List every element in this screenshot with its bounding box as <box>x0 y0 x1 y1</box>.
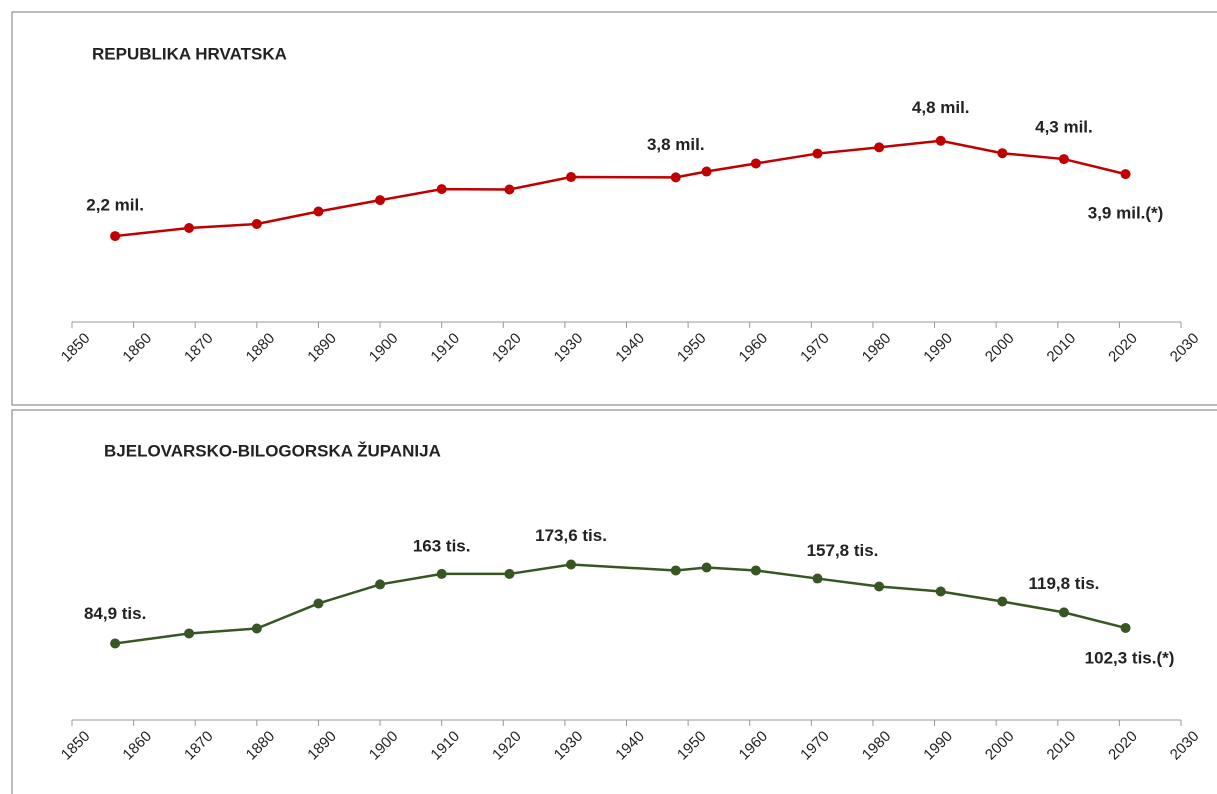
x-tick-label: 1880 <box>243 330 279 366</box>
line <box>114 139 1126 238</box>
data-label: 173,6 tis. <box>535 526 607 545</box>
x-tick-label: 1930 <box>551 330 587 366</box>
x-tick-label: 2000 <box>982 330 1018 366</box>
point <box>313 598 324 609</box>
point <box>701 166 712 177</box>
point <box>750 158 761 169</box>
x-tick-label: 2020 <box>1105 728 1141 764</box>
point <box>935 135 946 146</box>
x-tick-label: 1960 <box>736 728 772 764</box>
x-tick-label: 2030 <box>1167 330 1203 366</box>
data-label: 2,2 mil. <box>86 196 144 215</box>
point <box>251 623 262 634</box>
point <box>436 568 447 579</box>
x-tick-label: 2000 <box>982 728 1018 764</box>
x-tick-label: 1890 <box>304 728 340 764</box>
x-tick-label: 1860 <box>119 330 155 366</box>
point <box>313 206 324 217</box>
point <box>812 573 823 584</box>
x-tick-label: 1950 <box>674 728 710 764</box>
x-tick-label: 1860 <box>119 728 155 764</box>
x-tick-label: 1850 <box>58 728 94 764</box>
chart-title: REPUBLIKA HRVATSKA <box>92 44 287 63</box>
point <box>1120 622 1131 633</box>
x-tick-label: 1980 <box>859 728 895 764</box>
point <box>874 142 885 153</box>
x-tick-label: 1990 <box>920 728 956 764</box>
point <box>1058 154 1069 165</box>
point <box>812 148 823 159</box>
data-label: 102,3 tis.(*) <box>1085 648 1175 667</box>
x-tick-label: 1920 <box>489 330 525 366</box>
point <box>566 559 577 570</box>
point <box>997 596 1008 607</box>
point <box>251 218 262 229</box>
data-label: 119,8 tis. <box>1028 574 1099 593</box>
data-label: 163 tis. <box>413 536 471 555</box>
x-tick-label: 2020 <box>1105 330 1141 366</box>
x-tick-label: 1890 <box>304 330 340 366</box>
data-label: 3,9 mil.(*) <box>1088 204 1164 223</box>
data-label: 4,3 mil. <box>1035 118 1093 137</box>
x-tick-label: 1990 <box>920 330 956 366</box>
x-tick-label: 1870 <box>181 330 217 366</box>
panel-frame <box>11 11 1217 406</box>
point <box>1058 607 1069 618</box>
point <box>184 223 195 233</box>
point <box>110 231 121 242</box>
chart-title: BJELOVARSKO-BILOGORSKA ŽUPANIJA <box>104 441 441 460</box>
x-tick-label: 2010 <box>1044 330 1080 366</box>
x-tick-label: 1880 <box>243 728 279 764</box>
point <box>874 581 885 592</box>
point <box>375 579 386 590</box>
point <box>701 562 712 573</box>
point <box>504 184 515 195</box>
data-label: 4,8 mil. <box>912 98 970 117</box>
x-tick-label: 1850 <box>58 330 94 366</box>
point <box>566 172 577 183</box>
point <box>184 628 195 639</box>
point <box>110 638 121 649</box>
x-tick-label: 1940 <box>612 330 648 366</box>
x-tick-label: 1910 <box>427 330 463 366</box>
line <box>114 563 1126 645</box>
data-label: 84,9 tis. <box>84 604 146 623</box>
point <box>1120 169 1131 180</box>
x-tick-label: 1870 <box>181 728 217 764</box>
x-tick-label: 1920 <box>489 728 525 764</box>
x-tick-label: 1900 <box>366 728 402 764</box>
x-tick-label: 2010 <box>1044 728 1080 764</box>
point <box>750 565 761 576</box>
x-tick-label: 1980 <box>859 330 895 366</box>
data-label: 157,8 tis. <box>807 541 879 560</box>
point <box>997 148 1008 159</box>
point <box>504 568 515 579</box>
x-tick-label: 2030 <box>1167 728 1203 764</box>
x-tick-label: 1960 <box>736 330 772 366</box>
point <box>670 565 681 576</box>
x-tick-label: 1940 <box>612 728 648 764</box>
x-tick-label: 1910 <box>427 728 463 764</box>
x-tick-label: 1900 <box>366 330 402 366</box>
x-tick-label: 1970 <box>797 728 833 764</box>
point <box>436 184 447 195</box>
point <box>670 172 681 183</box>
x-tick-label: 1950 <box>674 330 710 366</box>
panel-frame <box>11 409 1217 794</box>
x-tick-label: 1970 <box>797 330 833 366</box>
x-tick-label: 1930 <box>551 728 587 764</box>
data-label: 3,8 mil. <box>647 135 705 154</box>
point <box>375 195 386 206</box>
point <box>935 586 946 597</box>
